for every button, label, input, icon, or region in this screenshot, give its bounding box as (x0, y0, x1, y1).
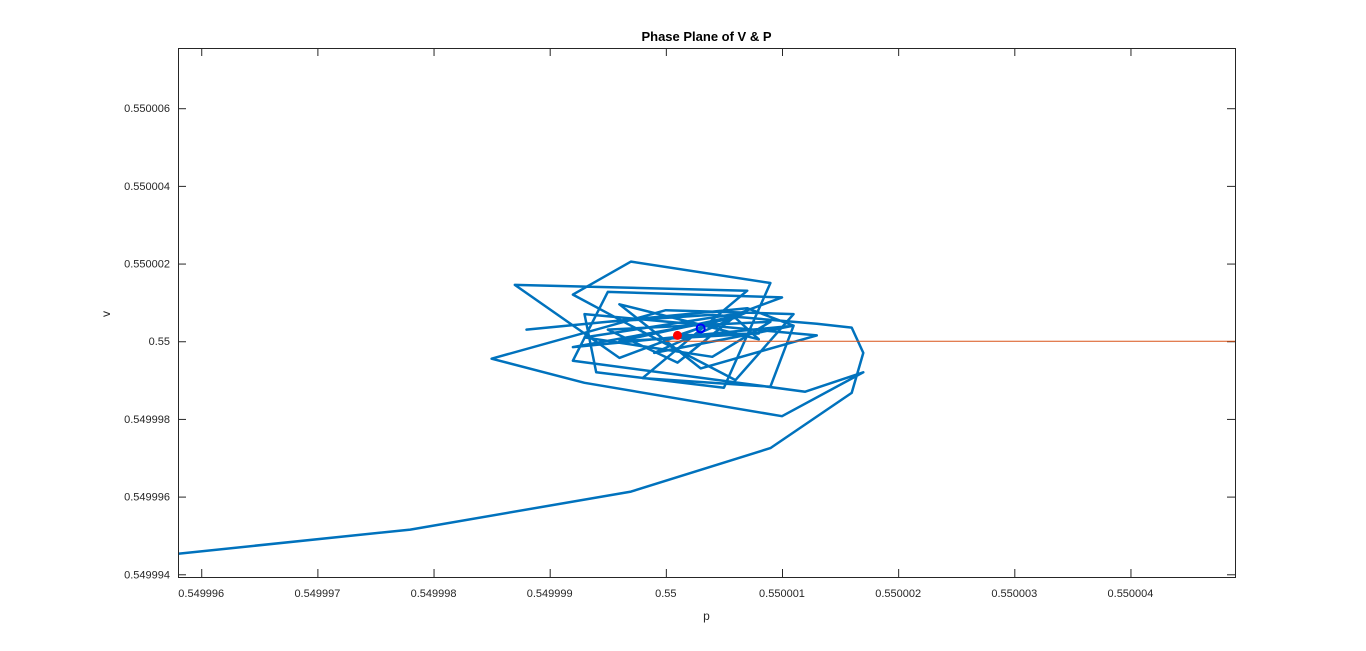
y-axis-label: v (99, 311, 113, 317)
x-tick-label: 0.549998 (411, 588, 457, 600)
start-point-marker (672, 330, 682, 340)
end-point-marker (695, 323, 706, 334)
y-tick-label: 0.549996 (124, 492, 170, 504)
x-tick-label: 0.550002 (875, 588, 921, 600)
y-tick-label: 0.550002 (124, 259, 170, 271)
y-tick-label: 0.549994 (124, 569, 170, 581)
x-tick-label: 0.549996 (178, 588, 224, 600)
x-axis-label: p (703, 609, 710, 623)
y-tick-label: 0.549998 (124, 414, 170, 426)
chart-title: Phase Plane of V & P (641, 29, 771, 44)
series-trajectory-line (178, 260, 865, 555)
x-tick-label: 0.550004 (1108, 588, 1154, 600)
data-layer (178, 260, 1235, 555)
y-tick-label: 0.550004 (124, 181, 170, 193)
axes-box (178, 48, 1236, 578)
x-tick-label: 0.55 (655, 588, 676, 600)
x-tick-label: 0.549997 (294, 588, 340, 600)
y-tick-label: 0.55 (149, 336, 170, 348)
x-tick-label: 0.549999 (527, 588, 573, 600)
y-tick-label: 0.550006 (124, 103, 170, 115)
x-tick-label: 0.550003 (991, 588, 1037, 600)
x-tick-label: 0.550001 (759, 588, 805, 600)
axis-ticks: 0.549996 0.549997 0.549998 0.549999 0.55 0.55… (124, 48, 1235, 600)
